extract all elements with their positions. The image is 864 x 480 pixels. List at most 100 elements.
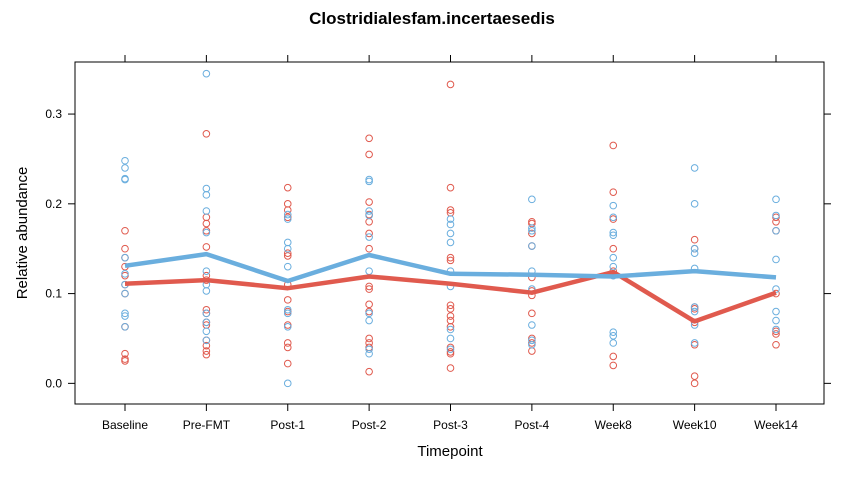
data-point [121, 244, 129, 253]
data-point [528, 309, 536, 318]
data-point [609, 352, 618, 361]
y-tick-label: 0.3 [45, 107, 62, 121]
data-point [609, 141, 618, 150]
data-point [772, 325, 780, 334]
data-point [690, 244, 699, 253]
data-point [121, 312, 129, 320]
data-point [202, 219, 211, 228]
data-point [283, 343, 292, 352]
data-point [202, 327, 211, 336]
data-point [202, 130, 211, 138]
x-tick-label: Pre-FMT [183, 418, 231, 432]
data-point [446, 256, 455, 265]
chart-title: Clostridialesfam.incertaesedis [309, 9, 555, 28]
data-point [446, 312, 455, 320]
x-tick-label: Post-4 [515, 418, 550, 432]
data-point [528, 219, 536, 228]
data-point [609, 331, 618, 340]
data-point [202, 243, 211, 251]
data-point [121, 175, 129, 184]
data-point [772, 330, 780, 338]
data-point [690, 339, 699, 347]
data-point [202, 287, 211, 295]
data-point [202, 207, 211, 215]
data-point [690, 200, 699, 208]
axis-ticks: Baseline Pre-FMT Post-1 Post-2 Post-3 Post-4 W… [45, 55, 831, 432]
data-point [365, 233, 373, 241]
data-point [528, 242, 536, 250]
data-point [528, 224, 536, 232]
data-point [609, 328, 618, 336]
data-point [283, 339, 292, 347]
data-point [202, 69, 211, 78]
data-point [283, 183, 292, 192]
data-point [202, 228, 211, 237]
data-point [446, 349, 455, 358]
data-point [121, 323, 129, 331]
data-point [609, 231, 618, 240]
data-point [446, 220, 455, 229]
y-axis-label: Relative abundance [14, 167, 31, 300]
data-point [365, 211, 373, 220]
series-line [124, 251, 777, 284]
data-point [690, 235, 699, 244]
data-point [202, 309, 211, 318]
plot-frame [74, 61, 825, 405]
data-point [690, 303, 699, 311]
data-point [202, 213, 211, 222]
data-point [365, 282, 373, 291]
data-point [446, 183, 455, 192]
data-point [365, 207, 373, 215]
x-axis-label: Timepoint [417, 443, 483, 460]
data-point [365, 150, 373, 159]
data-point [609, 228, 618, 237]
data-point [283, 252, 292, 260]
data-point [121, 289, 129, 298]
x-tick-label: Post-2 [352, 418, 387, 432]
data-point [365, 309, 373, 318]
data-point [365, 244, 373, 253]
data-point [365, 267, 373, 275]
data-point [528, 321, 536, 329]
data-point [365, 285, 373, 293]
data-point [772, 255, 780, 264]
data-point [609, 213, 618, 222]
data-point [528, 340, 536, 349]
series-lines [124, 251, 777, 324]
data-point [609, 188, 618, 196]
data-point [772, 226, 780, 235]
data-point [690, 164, 699, 172]
data-point [365, 300, 373, 309]
data-point [446, 301, 455, 310]
data-point [365, 134, 373, 143]
x-tick-label: Week10 [673, 418, 717, 432]
data-point [528, 229, 536, 238]
data-point [283, 359, 292, 368]
data-point [202, 318, 211, 327]
data-point [283, 309, 292, 318]
x-tick-label: Baseline [102, 418, 148, 432]
y-tick-label: 0.2 [45, 197, 62, 211]
x-tick-label: Post-3 [433, 418, 468, 432]
data-point [690, 372, 699, 380]
data-point [446, 316, 455, 325]
x-tick-label: Week14 [754, 418, 798, 432]
data-point [528, 336, 536, 345]
y-tick-label: 0.0 [45, 376, 62, 390]
data-point [283, 379, 292, 388]
data-point [202, 267, 211, 275]
data-point [772, 307, 780, 316]
data-point [283, 305, 292, 314]
data-point [365, 198, 373, 206]
data-point [609, 253, 618, 262]
data-point [202, 347, 211, 355]
data-point [283, 323, 292, 331]
data-point [283, 296, 292, 304]
data-point [446, 215, 455, 223]
data-point [202, 350, 211, 359]
data-point [365, 316, 373, 325]
data-point [446, 325, 455, 334]
data-point [283, 244, 292, 253]
data-point [609, 262, 618, 271]
